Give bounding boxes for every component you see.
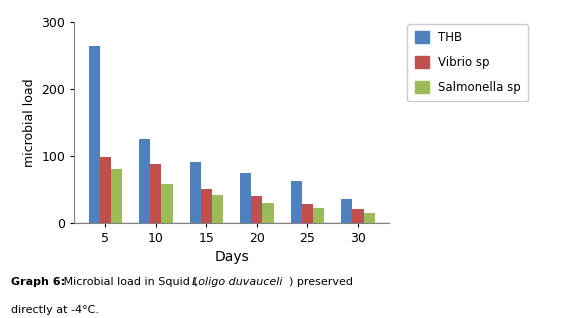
Bar xyxy=(100,157,111,223)
Bar xyxy=(251,196,263,223)
Bar xyxy=(240,172,251,223)
X-axis label: Days: Days xyxy=(214,250,249,264)
Bar xyxy=(263,203,273,223)
Bar xyxy=(111,169,122,223)
Text: Loligo duvauceli: Loligo duvauceli xyxy=(192,277,282,287)
Bar xyxy=(201,189,212,223)
Bar xyxy=(212,195,223,223)
Text: directly at -4°C.: directly at -4°C. xyxy=(11,305,100,315)
Bar xyxy=(352,209,364,223)
Bar xyxy=(291,181,302,223)
Bar xyxy=(364,213,375,223)
Text: Graph 6:: Graph 6: xyxy=(11,277,66,287)
Legend: THB, Vibrio sp, Salmonella sp: THB, Vibrio sp, Salmonella sp xyxy=(407,24,528,101)
Bar xyxy=(161,184,173,223)
Bar xyxy=(302,204,313,223)
Bar xyxy=(139,139,150,223)
Bar xyxy=(313,208,324,223)
Text: Microbial load in Squid (: Microbial load in Squid ( xyxy=(60,277,198,287)
Text: ) preserved: ) preserved xyxy=(289,277,353,287)
Bar xyxy=(150,164,161,223)
Bar xyxy=(190,162,201,223)
Bar xyxy=(341,199,352,223)
Bar xyxy=(89,46,100,223)
Y-axis label: microbial load: microbial load xyxy=(23,78,36,167)
